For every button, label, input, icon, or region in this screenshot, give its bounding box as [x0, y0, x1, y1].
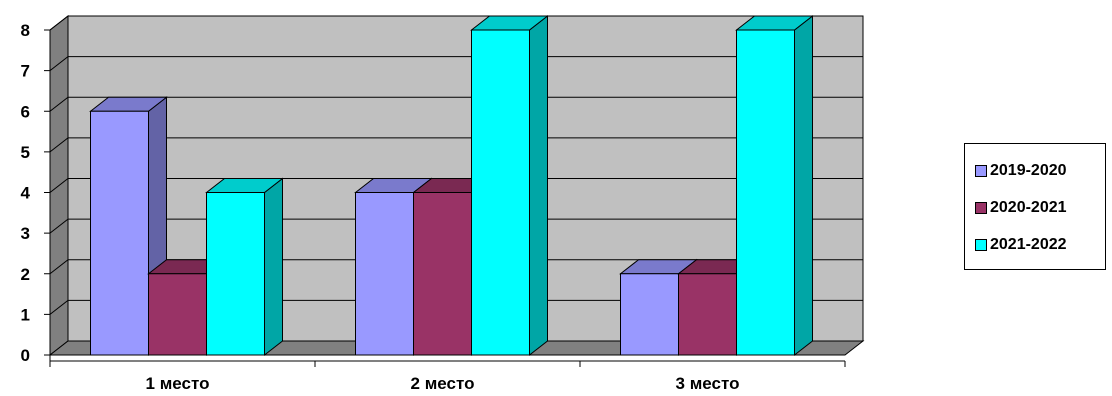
x-category-label: 2 место — [411, 374, 475, 393]
bar-front — [148, 273, 207, 356]
bar-front — [678, 273, 737, 356]
gridline — [49, 218, 863, 234]
bar — [470, 14, 549, 357]
x-category-label: 1 место — [146, 374, 210, 393]
legend-item: 2021-2022 — [975, 226, 1105, 263]
gridlines — [49, 15, 863, 315]
y-tick-label: 3 — [21, 224, 30, 243]
gridline — [49, 259, 863, 275]
bar-front — [471, 29, 530, 356]
x-category-label: 3 место — [676, 374, 740, 393]
bar-front — [736, 29, 795, 356]
legend-label: 2020-2021 — [990, 198, 1067, 216]
bar-side — [264, 177, 283, 357]
bar-front — [620, 273, 679, 356]
bar-side — [794, 14, 813, 357]
y-tick-label: 2 — [21, 265, 30, 284]
legend-item: 2020-2021 — [975, 189, 1105, 226]
y-tick-label: 6 — [21, 102, 30, 121]
legend-item: 2019-2020 — [975, 152, 1105, 189]
y-tick-label: 8 — [21, 21, 30, 40]
x-axis-categories: 1 место 2 место 3 место — [146, 374, 740, 393]
bar-front — [90, 110, 149, 356]
legend-swatch — [975, 164, 987, 177]
bar — [735, 14, 814, 357]
bars — [89, 14, 814, 357]
bar-front — [206, 192, 265, 356]
bar-front — [355, 192, 414, 356]
legend-swatch — [975, 201, 987, 214]
gridline — [49, 137, 863, 153]
axes — [49, 30, 846, 367]
gridline — [49, 56, 863, 72]
gridline — [49, 15, 863, 31]
y-tick-label: 5 — [21, 143, 30, 162]
gridline — [49, 299, 863, 315]
y-tick-label: 1 — [21, 305, 30, 324]
bar — [205, 177, 284, 357]
gridline — [49, 178, 863, 193]
bar-side — [529, 14, 548, 357]
legend: 2019-2020 2020-2021 2021-2022 — [964, 143, 1106, 270]
legend-swatch — [975, 238, 987, 251]
bar-front — [413, 192, 472, 356]
y-axis-ticks: 0 1 2 3 4 5 6 7 8 — [21, 21, 50, 365]
y-tick-label: 0 — [21, 346, 30, 365]
gridline — [49, 96, 863, 112]
legend-label: 2019-2020 — [990, 161, 1067, 179]
y-tick-label: 4 — [21, 184, 31, 203]
y-tick-label: 7 — [21, 62, 30, 81]
legend-label: 2021-2022 — [990, 235, 1067, 253]
